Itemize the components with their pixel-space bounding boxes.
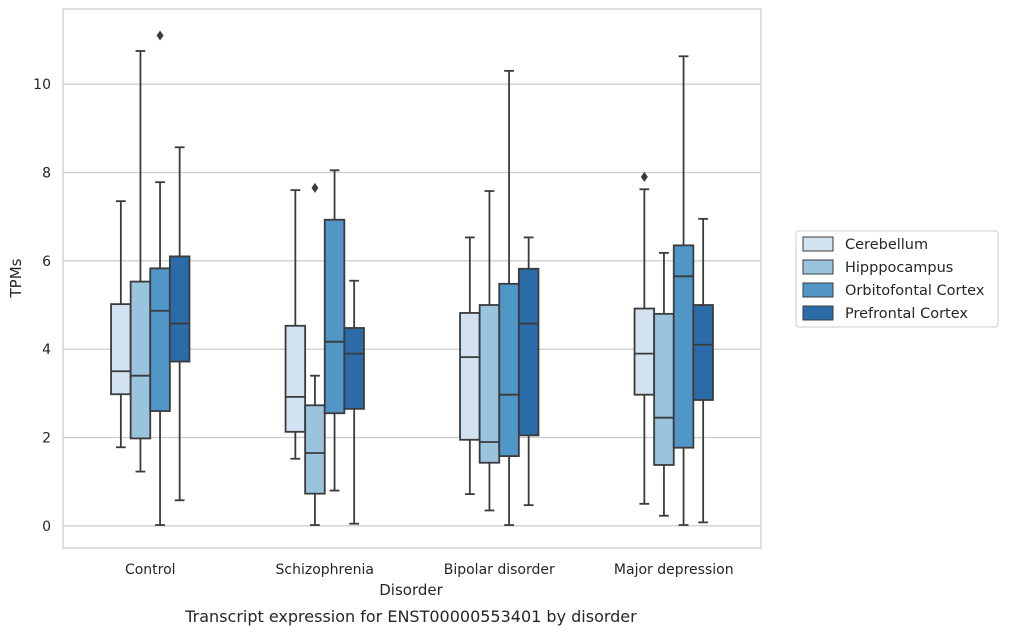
box-cerebellum [459,236,481,496]
iqr-box [498,282,520,458]
box-groups [110,30,714,526]
iqr-box [633,307,656,396]
iqr-box [149,267,171,412]
outlier-point [640,171,648,182]
chart-caption: Transcript expression for ENST0000055340… [184,607,637,626]
y-axis-label: TPMs [7,258,25,298]
legend-swatch [802,282,834,298]
box-prefrontal-cortex [168,146,191,502]
legend-item: Prefrontal Cortex [802,305,968,322]
box-orbitofontal-cortex [149,30,171,526]
legend-frame [795,230,999,328]
iqr-box [517,267,540,437]
category-group [110,30,191,526]
box-prefrontal-cortex [517,236,540,507]
x-tick-label: Bipolar disorder [444,562,555,578]
y-tick-label: 2 [42,431,51,447]
y-tick-label: 4 [42,342,51,358]
legend-item: Hipppocampus [802,259,953,276]
iqr-box [323,218,346,415]
box-hipppocampus [304,182,326,526]
box-orbitofontal-cortex [672,55,695,526]
box-orbitofontal-cortex [498,69,520,526]
legend-swatch [802,305,834,321]
legend-item: Orbitofontal Cortex [802,282,985,299]
box-orbitofontal-cortex [323,169,346,492]
box-cerebellum [633,171,656,505]
y-tick-labels: 0 2 4 6 8 10 [33,77,51,535]
iqr-box [343,327,365,410]
box-hipppocampus [129,50,152,473]
iqr-box [459,312,481,441]
iqr-box [110,303,132,396]
category-group [633,55,714,526]
legend-swatch [802,236,834,252]
legend-item: Cerebellum [802,236,928,253]
iqr-box [284,324,307,433]
x-tick-label: Major depression [614,562,734,578]
legend-label: Cerebellum [845,237,928,253]
iqr-box [692,304,714,401]
iqr-box [478,304,501,464]
y-tick-label: 0 [42,519,51,535]
legend-swatch [802,259,834,275]
iqr-box [129,280,152,440]
box-prefrontal-cortex [692,217,714,524]
outlier-point [156,30,164,41]
category-group [459,69,540,526]
x-tick-label: Control [125,562,176,578]
legend: Cerebellum Hipppocampus Orbitofontal Corte… [795,230,999,328]
x-tick-label: Schizophrenia [276,562,374,578]
y-tick-label: 6 [42,254,51,270]
x-axis-label: Disorder [379,581,443,599]
iqr-box [168,255,191,363]
box-cerebellum [110,200,132,449]
category-group [284,169,365,526]
legend-label: Orbitofontal Cortex [845,283,985,299]
outlier-point [311,182,319,193]
y-tick-label: 8 [42,165,51,181]
legend-label: Prefrontal Cortex [845,306,968,322]
iqr-box [653,312,675,466]
box-hipppocampus [478,190,501,512]
y-tick-label: 10 [33,77,51,93]
x-tick-labels: Control Schizophrenia Bipolar disorder Majo… [125,562,734,578]
box-prefrontal-cortex [343,279,365,525]
legend-label: Hipppocampus [845,260,953,276]
plot-frame [62,8,762,549]
box-cerebellum [284,189,307,460]
box-hipppocampus [653,251,675,517]
iqr-box [304,404,326,495]
